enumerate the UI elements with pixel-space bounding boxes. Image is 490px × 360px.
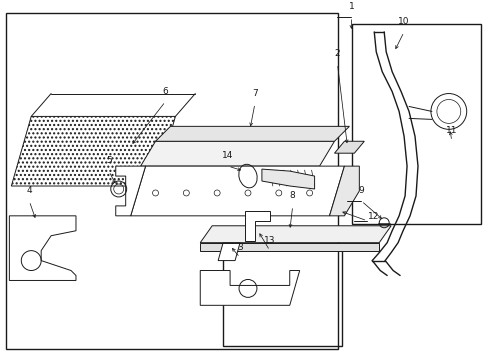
Polygon shape <box>245 211 270 241</box>
Bar <box>352 23 481 224</box>
Text: 3: 3 <box>237 243 243 252</box>
Polygon shape <box>141 141 335 166</box>
Text: 11: 11 <box>446 126 458 135</box>
Text: 9: 9 <box>359 186 364 195</box>
Bar <box>223 244 343 346</box>
Polygon shape <box>200 243 379 251</box>
Polygon shape <box>11 116 175 186</box>
Polygon shape <box>131 166 344 216</box>
Text: 2: 2 <box>335 49 340 58</box>
Text: 6: 6 <box>163 86 169 95</box>
Polygon shape <box>200 270 300 305</box>
Polygon shape <box>262 169 315 189</box>
Polygon shape <box>116 166 146 216</box>
Text: 4: 4 <box>26 186 32 195</box>
Polygon shape <box>200 226 391 243</box>
Polygon shape <box>335 141 364 153</box>
Text: 13: 13 <box>264 236 275 245</box>
Polygon shape <box>329 166 359 216</box>
Text: 1: 1 <box>348 2 354 11</box>
Text: 5: 5 <box>106 156 112 165</box>
Text: 12: 12 <box>368 212 379 221</box>
Polygon shape <box>218 243 240 261</box>
Text: 8: 8 <box>290 191 295 200</box>
Text: 10: 10 <box>398 17 410 26</box>
Polygon shape <box>155 126 349 141</box>
Text: 7: 7 <box>252 89 258 98</box>
Text: 14: 14 <box>222 151 234 160</box>
Polygon shape <box>9 216 76 280</box>
Bar <box>6 13 338 349</box>
